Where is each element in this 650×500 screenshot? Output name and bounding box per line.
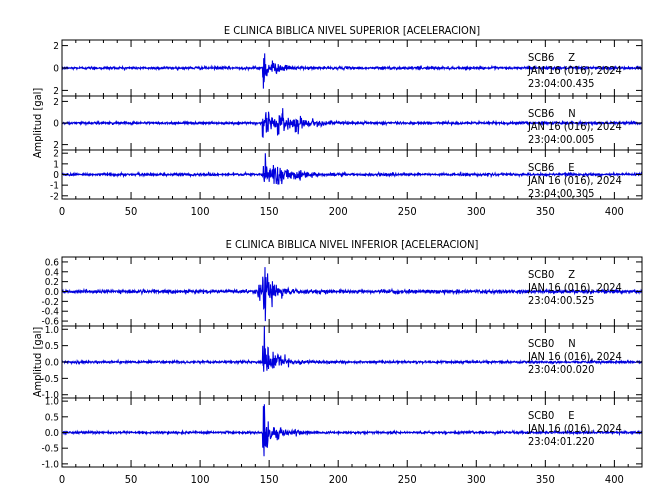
time-label: 23:04:00.020 <box>528 363 594 376</box>
time-label: 23:04:00.525 <box>528 294 594 307</box>
x-tick-label: 350 <box>536 473 555 486</box>
station-label: SCB0 N <box>528 337 576 350</box>
x-tick-label: 400 <box>605 205 624 218</box>
x-tick-label: 250 <box>398 205 417 218</box>
waveform-0-1 <box>61 108 643 138</box>
y-tick-label: 0.5 <box>45 341 59 352</box>
y-tick-label: 1.0 <box>45 325 60 336</box>
date-label: JAN 16 (016), 2024 <box>527 281 622 294</box>
y-tick-label: -0.6 <box>41 317 59 328</box>
y-tick-label: 1 <box>53 159 59 170</box>
x-tick-label: 200 <box>329 205 348 218</box>
x-tick-label: 150 <box>260 205 279 218</box>
x-tick-label: 300 <box>467 473 486 486</box>
date-label: JAN 16 (016), 2024 <box>527 64 622 77</box>
x-tick-label: 100 <box>191 473 210 486</box>
y-tick-label: 2 <box>53 41 59 52</box>
y-tick-label: 0.0 <box>45 358 60 369</box>
x-tick-label: 250 <box>398 473 417 486</box>
x-tick-label: 150 <box>260 473 279 486</box>
y-tick-label: 2 <box>53 86 59 97</box>
y-tick-label: 2 <box>53 140 59 151</box>
x-tick-label: 100 <box>191 205 210 218</box>
y-tick-label: -1.0 <box>41 390 59 401</box>
y-tick-label: 1.0 <box>45 397 60 408</box>
date-label: JAN 16 (016), 2024 <box>527 120 622 133</box>
x-tick-label: 300 <box>467 205 486 218</box>
x-tick-label: 200 <box>329 473 348 486</box>
y-tick-label: 2 <box>53 97 59 108</box>
y-tick-label: 0.2 <box>45 277 59 288</box>
y-tick-label: -0.2 <box>41 297 59 308</box>
station-label: SCB6 N <box>528 107 576 120</box>
waveform-0-2 <box>61 153 643 185</box>
chart-title-0: E CLINICA BIBLICA NIVEL SUPERIOR [ACELER… <box>224 24 480 37</box>
station-label: SCB6 E <box>528 161 575 174</box>
x-tick-label: 50 <box>125 473 138 486</box>
waveform-1-0 <box>61 267 643 322</box>
waveform-1-1 <box>61 325 643 372</box>
y-tick-label: -0.4 <box>41 307 59 318</box>
waveform-0-0 <box>61 53 643 89</box>
station-label: SCB0 E <box>528 409 575 422</box>
date-label: JAN 16 (016), 2024 <box>527 422 622 435</box>
y-axis-label-1: Amplitud [gal] <box>31 327 44 398</box>
y-tick-label: 0 <box>53 170 59 181</box>
date-label: JAN 16 (016), 2024 <box>527 350 622 363</box>
x-tick-label: 400 <box>605 473 624 486</box>
x-tick-label: 350 <box>536 205 555 218</box>
x-tick-label: 0 <box>59 205 65 218</box>
y-tick-label: -0.5 <box>41 444 59 455</box>
date-label: JAN 16 (016), 2024 <box>527 174 622 187</box>
y-tick-label: -1 <box>50 181 59 192</box>
y-tick-label: 0 <box>53 119 59 130</box>
y-tick-label: 0.6 <box>45 257 60 268</box>
y-tick-label: 0.4 <box>45 267 60 278</box>
station-label: SCB0 Z <box>528 268 575 281</box>
chart-title-1: E CLINICA BIBLICA NIVEL INFERIOR [ACELER… <box>226 238 479 251</box>
station-label: SCB6 Z <box>528 51 575 64</box>
y-tick-label: 0.0 <box>45 428 60 439</box>
y-tick-label: 0.5 <box>45 412 59 423</box>
waveform-1-2 <box>61 404 643 457</box>
time-label: 23:04:00.435 <box>528 77 594 90</box>
x-tick-label: 0 <box>59 473 65 486</box>
x-tick-label: 50 <box>125 205 138 218</box>
y-tick-label: -0.5 <box>41 374 59 385</box>
y-tick-label: -1.0 <box>41 459 59 470</box>
y-axis-label-0: Amplitud [gal] <box>31 88 44 159</box>
y-tick-label: 0.0 <box>45 287 60 298</box>
time-label: 23:04:01.220 <box>528 435 594 448</box>
time-label: 23:04:00.005 <box>528 133 594 146</box>
time-label: 23:04:00.305 <box>528 187 594 200</box>
y-tick-label: 2 <box>53 149 59 160</box>
y-tick-label: 0 <box>53 64 59 75</box>
y-tick-label: -2 <box>50 191 59 202</box>
